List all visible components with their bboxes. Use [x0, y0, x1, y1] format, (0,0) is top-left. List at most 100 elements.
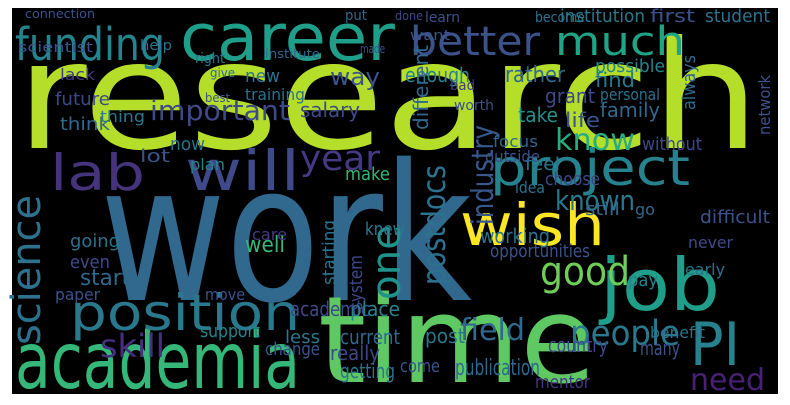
word: different: [409, 45, 433, 130]
word: make: [345, 164, 390, 185]
word: going: [70, 231, 120, 252]
word: project: [490, 139, 690, 197]
word: many: [640, 336, 680, 360]
word: bad: [450, 78, 475, 94]
word: care: [252, 225, 287, 244]
word: difficult: [700, 207, 770, 228]
word: future: [55, 89, 110, 110]
word: current: [340, 325, 400, 349]
word: training: [245, 85, 305, 104]
word: people: [570, 314, 680, 354]
word: rather: [505, 63, 566, 88]
word: postdocs: [415, 165, 453, 285]
word: outside: [485, 147, 540, 166]
word: start: [80, 266, 130, 291]
word: industry: [466, 125, 501, 225]
word: personal: [600, 85, 660, 104]
word: possible: [595, 56, 665, 77]
word: move: [205, 285, 245, 304]
word: even: [70, 252, 110, 273]
word: opportunities: [490, 241, 590, 262]
word: best: [205, 91, 230, 105]
word: know: [555, 123, 635, 158]
word: lack: [60, 65, 96, 84]
word: institution: [560, 6, 645, 27]
word: really: [330, 341, 380, 365]
word: way: [330, 63, 380, 91]
word: good: [540, 249, 630, 295]
word: student: [705, 6, 770, 27]
word: choose: [545, 169, 600, 190]
word: academic: [290, 297, 370, 321]
word: put: [345, 8, 367, 24]
word: better: [410, 19, 541, 65]
word: starting: [319, 220, 340, 285]
word: pay: [628, 270, 658, 291]
word: field: [460, 313, 525, 348]
word: thing: [100, 107, 145, 126]
word: place: [350, 297, 400, 321]
word: knew: [365, 219, 405, 240]
word: job: [598, 243, 720, 327]
word: network: [755, 74, 774, 135]
word: think: [60, 114, 111, 135]
word: want: [410, 28, 451, 44]
word: benefit: [650, 323, 705, 342]
word: less: [285, 327, 320, 348]
word: idea: [515, 178, 545, 197]
word: publication: [455, 356, 540, 381]
word: mentor: [535, 372, 590, 393]
word: never: [688, 233, 733, 252]
word: PI: [690, 310, 740, 380]
word: well: [245, 233, 285, 258]
background: [12, 8, 778, 394]
word: first: [650, 6, 695, 27]
word: early: [685, 260, 725, 279]
word: feel: [525, 154, 560, 175]
word: much: [555, 19, 685, 65]
word: still: [585, 199, 620, 220]
word: work: [100, 124, 472, 345]
word: will: [185, 139, 300, 203]
word: known: [555, 184, 635, 217]
word: family: [600, 98, 660, 122]
word: become: [535, 10, 585, 26]
word: academia: [15, 317, 300, 405]
word: life: [565, 108, 600, 132]
word: go: [635, 200, 655, 219]
word: scientist: [18, 40, 94, 56]
word: lab: [50, 144, 145, 202]
word: change: [265, 339, 320, 360]
word: worth: [454, 98, 494, 114]
word: done: [395, 9, 423, 23]
word: institute: [265, 47, 320, 61]
word: support: [200, 321, 260, 342]
word: skill: [100, 327, 165, 365]
word: now: [170, 134, 205, 155]
word: one: [364, 225, 410, 300]
word: funding: [15, 18, 165, 71]
word: learn: [425, 10, 460, 26]
word: wish: [460, 191, 605, 259]
word: year: [300, 139, 381, 179]
word: career: [180, 1, 395, 76]
word: focus: [493, 132, 538, 151]
word: position: [70, 284, 300, 342]
word: connection: [25, 7, 95, 21]
word: help: [140, 38, 172, 54]
word: without: [642, 134, 702, 155]
word: find: [595, 68, 635, 92]
word: always: [679, 55, 700, 110]
word: country: [548, 333, 608, 357]
word: give: [210, 66, 235, 80]
word: grant: [545, 84, 595, 108]
word: research: [16, 10, 760, 184]
word: getting: [340, 359, 395, 383]
word: system: [346, 255, 367, 310]
word: lot: [140, 146, 170, 167]
word: come: [400, 356, 440, 377]
word: important: [150, 94, 290, 127]
word: science: [4, 195, 50, 345]
